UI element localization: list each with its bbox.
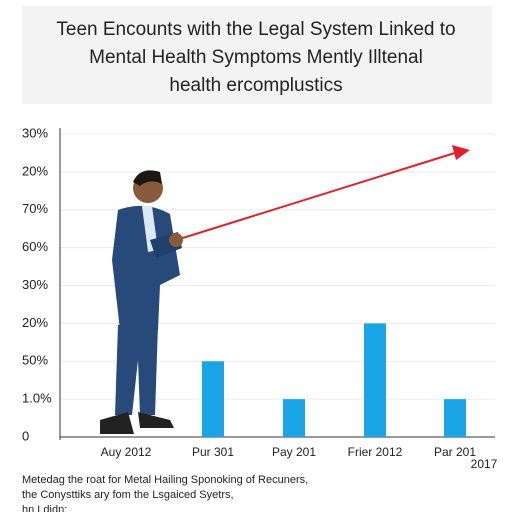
chart-title: Teen Encounts with the Legal System Link… xyxy=(56,19,455,40)
chart-title: health ercomplustics xyxy=(169,75,342,96)
footnote: Metedag the roat for Metal Hailing Spono… xyxy=(22,474,308,486)
title-box xyxy=(22,6,492,104)
bar xyxy=(444,399,466,437)
x-tick-label: Pur 301 xyxy=(192,445,234,459)
y-tick-label: 60% xyxy=(22,239,48,254)
bar xyxy=(283,399,305,437)
bar xyxy=(364,323,386,437)
y-tick-label: 50% xyxy=(22,353,48,368)
arrow-head xyxy=(452,145,470,160)
x-tick-label: Auy 2012 xyxy=(101,445,152,459)
y-tick-label: 20% xyxy=(22,315,48,330)
plot: 0 1.0% 50% 20% 30% 60% 70% 20% 30% Auy 2012 Pur 30… xyxy=(22,125,498,471)
x-tick-note: 2017 xyxy=(471,457,498,471)
x-tick-label: Pay 201 xyxy=(272,445,316,459)
person xyxy=(100,170,183,434)
y-tick-label: 30% xyxy=(22,125,48,140)
y-tick-label: 70% xyxy=(22,201,48,216)
arrow xyxy=(169,151,459,243)
x-tick-label: Frier 2012 xyxy=(348,445,403,459)
y-tick-label: 0 xyxy=(22,428,29,443)
footnote: hn Ldidn: xyxy=(22,504,67,512)
chart-title: Mental Health Symptoms Mently Illtenal xyxy=(89,47,423,68)
bar xyxy=(202,361,224,437)
y-tick-label: 30% xyxy=(22,277,48,292)
x-tick-label: Par 201 xyxy=(434,445,476,459)
footnote: the Conysttiks ary fom the Lsgaiced Syet… xyxy=(22,489,234,501)
y-tick-label: 1.0% xyxy=(22,391,52,406)
y-tick-label: 20% xyxy=(22,163,48,178)
